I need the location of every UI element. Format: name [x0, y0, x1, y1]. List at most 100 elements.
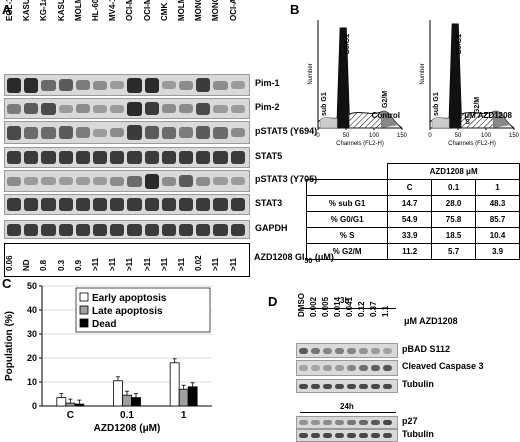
band: [311, 365, 320, 372]
table-cell: 48.3: [475, 195, 520, 212]
band: [230, 128, 245, 137]
blot-label: pSTAT3 (Y705): [255, 174, 318, 184]
band: [7, 125, 22, 140]
band: [299, 419, 308, 426]
blot-strip: [4, 194, 250, 215]
blot-strip: [4, 170, 250, 192]
band: [371, 347, 380, 354]
legend-swatch: [79, 305, 89, 315]
band: [41, 151, 56, 164]
blot-label: Tubulin: [402, 428, 434, 439]
band: [75, 151, 90, 164]
band: [179, 104, 194, 113]
y-axis-label: Population (%): [4, 311, 15, 381]
blot-label: Pim-1: [255, 78, 280, 88]
legend-swatch: [79, 318, 89, 328]
band: [110, 104, 125, 113]
band: [335, 383, 344, 389]
band: [196, 198, 211, 211]
band: [383, 365, 392, 372]
band: [58, 151, 73, 164]
band: [196, 126, 211, 139]
band: [127, 125, 142, 140]
table-cell: 11.2: [387, 243, 433, 260]
band: [127, 101, 142, 116]
band: [213, 126, 228, 139]
band: [383, 419, 392, 426]
band: [311, 383, 320, 389]
table-col-header: 1: [475, 179, 520, 196]
lane-label: OCI-AML2: [228, 0, 238, 21]
lane-label: KASUMI-1: [22, 0, 32, 21]
band: [179, 127, 194, 138]
blot-label: STAT3: [255, 197, 283, 208]
band: [299, 383, 308, 389]
band: [41, 79, 56, 91]
blot-label: pBAD S112: [402, 343, 451, 354]
band: [93, 104, 108, 113]
table-cell: 28.0: [431, 195, 477, 212]
band: [41, 198, 56, 211]
cell-cycle-table: AZD1208 μM C 0.1 1% sub G1 14.7 28.0 48.3% G0/…: [305, 163, 520, 260]
band: [213, 151, 228, 164]
blot-label: GAPDH: [255, 222, 288, 233]
treated-label: 1 μM AZD1208: [458, 111, 513, 120]
band: [110, 151, 125, 164]
table-cell: 75.8: [431, 211, 477, 228]
y-axis-label: Number: [420, 63, 426, 84]
dose-label: 0.12: [357, 301, 366, 317]
band: [323, 383, 332, 389]
legend-entry: Dead: [92, 319, 116, 330]
table-row: % G0/G1 54.9 75.8 85.7: [305, 211, 520, 228]
lane-label: MOLM-16: [177, 0, 186, 21]
time-bar: [300, 308, 396, 309]
band: [7, 198, 22, 211]
band: [383, 432, 392, 439]
gi50-value: >11: [177, 257, 186, 271]
band: [359, 432, 368, 439]
dose-label: 0.005: [321, 296, 330, 317]
gi50-axis-label: AZD1208 GI50 (μM): [254, 252, 334, 265]
band: [24, 198, 39, 211]
x-axis-label: Channels (FL2-H): [336, 141, 384, 147]
table-row: % S 33.9 18.5 10.4: [305, 227, 520, 244]
dose-label: 0.002: [309, 296, 318, 317]
table-cell: 54.9: [387, 211, 433, 228]
lane-label: OCI-MI: [125, 0, 135, 21]
x-tick: 50: [455, 133, 462, 139]
band: [7, 151, 22, 164]
x-tick: 50: [343, 133, 350, 139]
band: [371, 383, 380, 389]
lane-label: HL-60: [91, 0, 100, 21]
band: [110, 176, 125, 186]
band: [75, 104, 90, 113]
blot-strip: [4, 121, 250, 144]
time-24h: 24h: [340, 402, 354, 411]
gi50-value: 0.02: [194, 255, 204, 271]
row-label: % S: [305, 227, 389, 244]
gi50-value: >11: [211, 257, 221, 271]
band: [24, 177, 39, 185]
y-tick: 30: [27, 329, 37, 339]
blot-strip: [4, 74, 250, 96]
band: [335, 365, 344, 372]
table-cell: 10.4: [475, 227, 520, 244]
y-tick: 10: [27, 377, 37, 387]
band: [383, 347, 392, 354]
band: [299, 365, 308, 372]
table-cell: 33.9: [387, 227, 433, 244]
band: [359, 365, 368, 372]
time-3h: 3h: [340, 296, 350, 305]
band: [230, 198, 245, 211]
blot-strip: [4, 98, 250, 119]
x-tick: 1: [181, 410, 187, 421]
band: [179, 175, 194, 187]
band: [41, 177, 56, 185]
band: [230, 81, 245, 89]
y-tick: 50: [27, 281, 37, 291]
x-axis-label: AZD1208 (μM): [94, 423, 161, 434]
blot-strip: [296, 416, 398, 429]
peak-label-g0g1: G0/G1: [344, 34, 351, 55]
bar: [74, 403, 85, 407]
lane-label: MOLM-13: [73, 0, 83, 21]
